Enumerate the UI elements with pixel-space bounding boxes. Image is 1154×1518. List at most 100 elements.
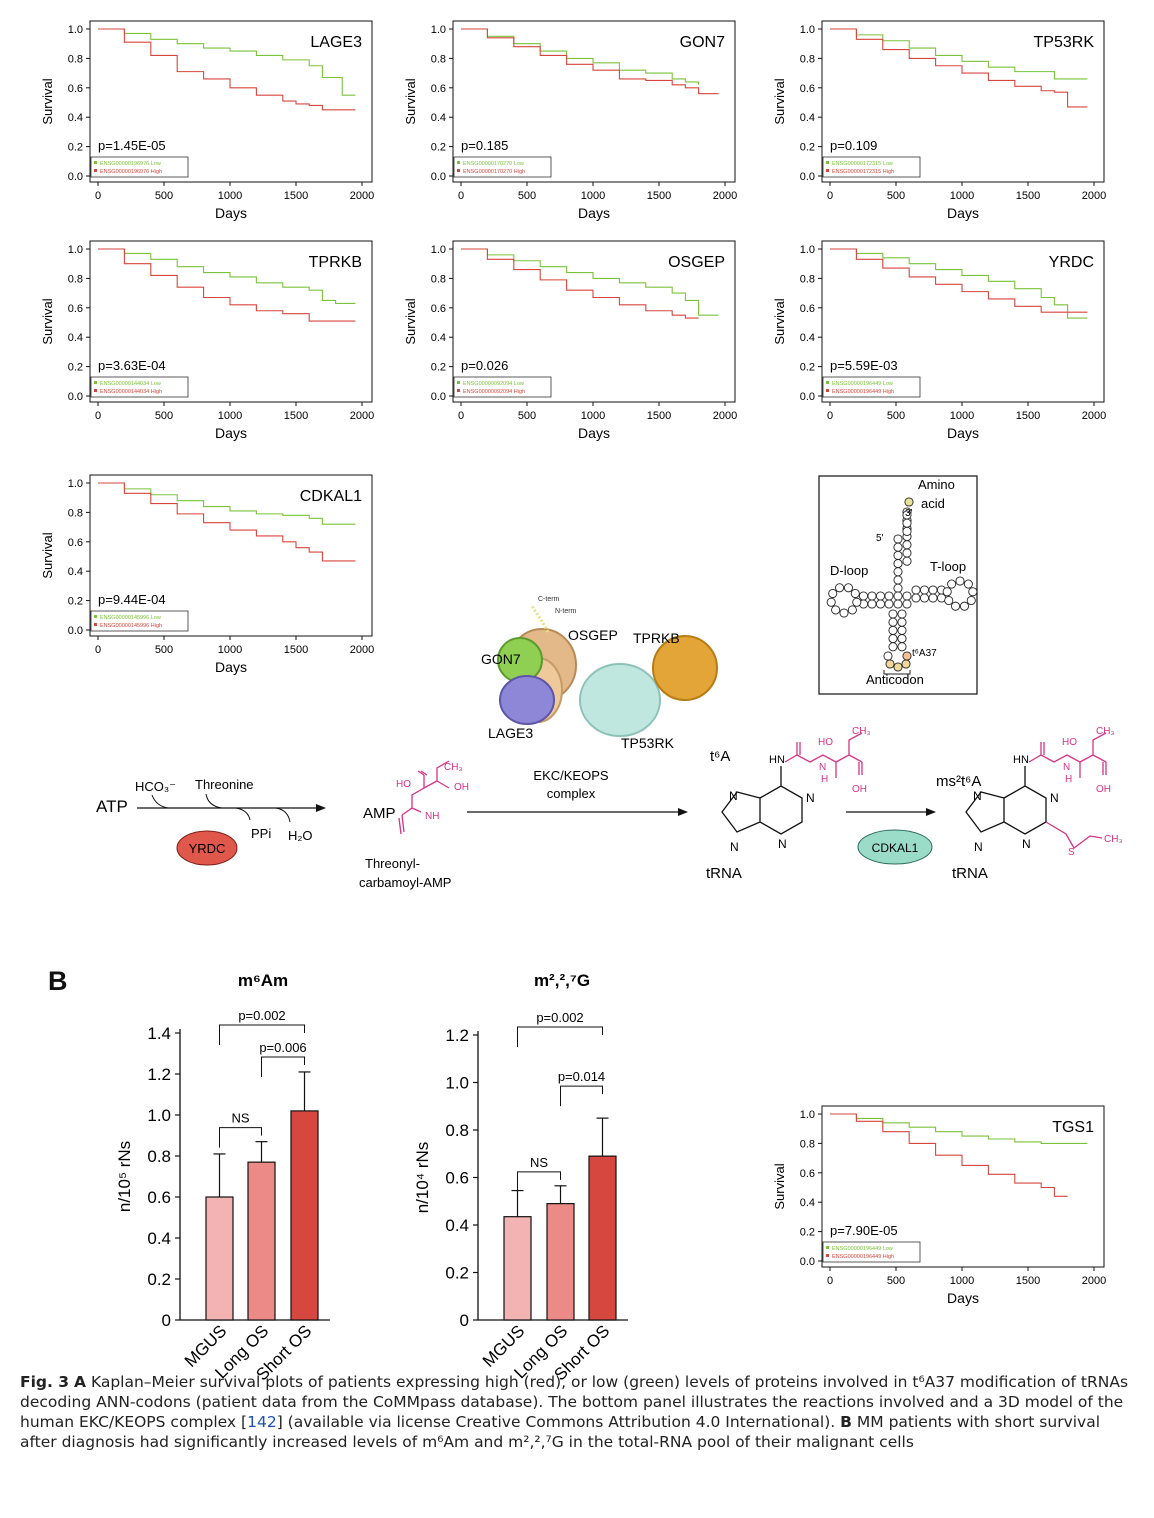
t6a-sidechain xyxy=(784,732,863,778)
trna-nucleotide xyxy=(968,587,978,597)
km-curve-high xyxy=(98,482,356,562)
km-xtick-label: 0 xyxy=(95,410,101,422)
ms2t6a-sidechain xyxy=(1028,732,1107,849)
km-ytick-label: 0.6 xyxy=(431,83,446,95)
bar-ytick-label: 0 xyxy=(460,1311,469,1330)
bar-ytick-label: 1.2 xyxy=(445,1026,469,1045)
km-xtick-label: 2000 xyxy=(713,190,737,202)
hco3-curve xyxy=(151,794,169,809)
km-ytick-label: 0.2 xyxy=(800,1227,815,1239)
km-title: TPRKB xyxy=(309,254,362,271)
trna-nucleotide xyxy=(951,601,961,611)
ms2t6a-n9: N xyxy=(974,840,983,854)
km-legend-entry: ENSG00000196449 Low xyxy=(832,1246,893,1252)
km-ytick-label: 0.0 xyxy=(68,625,83,637)
km-ytick-label: 0.8 xyxy=(431,273,446,285)
acid-label: acid xyxy=(921,496,945,511)
trna-nucleotide xyxy=(963,579,973,589)
km-xlabel: Days xyxy=(578,205,610,221)
km-legend-entry: ENSG00000196449 High xyxy=(832,1254,894,1260)
bar-comparison: NS xyxy=(517,1155,561,1192)
km-xtick-label: 1500 xyxy=(647,410,671,422)
km-ytick-label: 0.6 xyxy=(68,537,83,549)
t6a-n: N xyxy=(819,762,826,773)
bar-ylabel: n/10⁵ rNs xyxy=(115,1141,134,1212)
km-title: CDKAL1 xyxy=(300,488,362,505)
cterm-label: C-term xyxy=(538,596,560,603)
km-curve-low xyxy=(830,1113,1088,1144)
km-legend-box xyxy=(90,156,189,178)
km-legend-swatch xyxy=(94,623,97,626)
km-legend-entry: ENSG00000172315 Low xyxy=(832,161,893,167)
trna-cloverleaf: Amino acid 3' 5' D-loop T-loop t⁶A37 Ant… xyxy=(818,475,978,695)
bar-long-os xyxy=(546,1203,575,1321)
km-frame xyxy=(821,20,1105,183)
km-xtick-label: 2000 xyxy=(1082,190,1106,202)
km-xtick-label: 2000 xyxy=(713,410,737,422)
five-prime-label: 5' xyxy=(876,533,884,544)
three-prime-label: 3' xyxy=(905,508,913,519)
km-legend-entry: ENSG00000196449 Low xyxy=(832,381,893,387)
ms2t6a-hn: HN xyxy=(1013,754,1029,766)
trna-nucleotide xyxy=(826,597,836,607)
km-legend: ENSG00000196449 Low ENSG00000196449 High xyxy=(822,376,921,398)
threonine-label: Threonine xyxy=(195,777,254,792)
km-panel-tp53rk: 0.0 0.2 0.4 0.6 0.8 1.0 0 500 1000 1500 2000 Days Su… xyxy=(772,20,1106,221)
trna-nucleotide xyxy=(893,599,903,609)
km-curve-high xyxy=(98,248,356,322)
atp-label: ATP xyxy=(96,797,128,816)
t6a-hn: HN xyxy=(769,754,785,766)
bar-comparison-label: p=0.002 xyxy=(238,1008,285,1023)
t6a-n3: N xyxy=(778,837,787,851)
ms2t6a-h: H xyxy=(1065,774,1072,785)
km-frame xyxy=(821,240,1105,403)
trna-a37 xyxy=(902,651,912,661)
km-xtick-label: 0 xyxy=(458,190,464,202)
t6a-ho: HO xyxy=(818,737,833,748)
bar-comparison: p=0.002 xyxy=(517,1010,603,1047)
km-legend-swatch xyxy=(826,169,829,172)
km-xtick-label: 2000 xyxy=(350,190,374,202)
t6a-n9: N xyxy=(730,840,739,854)
bar-comparison-label: p=0.014 xyxy=(558,1069,605,1084)
km-pvalue: p=5.59E-03 xyxy=(830,358,898,373)
km-panel-tgs1: 0.0 0.2 0.4 0.6 0.8 1.0 0 500 1000 1500 2000 Days Su… xyxy=(772,1105,1106,1306)
trna-nucleotide xyxy=(902,599,912,609)
km-legend-entry: ENSG00000170270 High xyxy=(463,169,525,175)
km-xtick-label: 1500 xyxy=(284,644,308,656)
km-legend: ENSG00000172315 Low ENSG00000172315 High xyxy=(822,156,921,178)
km-panel-yrdc: 0.0 0.2 0.4 0.6 0.8 1.0 0 500 1000 1500 2000 Days Su… xyxy=(772,240,1106,441)
km-ytick-label: 0.2 xyxy=(68,142,83,154)
km-ytick-label: 0.8 xyxy=(68,507,83,519)
trna-amino-acid-end xyxy=(904,497,914,507)
km-ylabel: Survival xyxy=(40,298,55,344)
amp-label: AMP xyxy=(363,805,396,822)
km-legend-box xyxy=(90,610,189,632)
km-ytick-label: 0.0 xyxy=(800,391,815,403)
gon7-label: GON7 xyxy=(481,651,521,667)
trna-nucleotide xyxy=(893,662,903,672)
trna-nucleotide xyxy=(850,588,860,599)
trna-nucleotide xyxy=(942,587,952,597)
km-frame xyxy=(89,20,373,183)
km-pvalue: p=3.63E-04 xyxy=(98,358,166,373)
km-xtick-label: 1000 xyxy=(218,410,242,422)
km-ytick-label: 0.8 xyxy=(800,1138,815,1150)
nterm-label: N-term xyxy=(555,608,577,615)
km-curve-high xyxy=(461,28,719,95)
t6a-trna: tRNA xyxy=(706,865,742,882)
bar-comparison-bracket xyxy=(261,1056,305,1077)
t6a-ch3: CH₃ xyxy=(852,726,871,737)
km-legend-box xyxy=(822,156,921,178)
reaction-scheme: ATP HCO₃⁻ Threonine PPi H₂O YRDC AMP HO … xyxy=(96,726,1123,890)
km-legend-entry: ENSG00000144034 Low xyxy=(100,381,161,387)
km-title: OSGEP xyxy=(668,254,725,271)
trna-nucleotide xyxy=(955,576,965,586)
km-ytick-label: 0.4 xyxy=(68,566,83,578)
tcamp-name-1: Threonyl- xyxy=(365,856,420,871)
h2o-curve xyxy=(275,807,291,823)
km-xtick-label: 1000 xyxy=(950,1275,974,1287)
arrow-1-head xyxy=(316,804,326,812)
km-curve-high xyxy=(98,28,356,111)
km-xtick-label: 1500 xyxy=(1016,410,1040,422)
